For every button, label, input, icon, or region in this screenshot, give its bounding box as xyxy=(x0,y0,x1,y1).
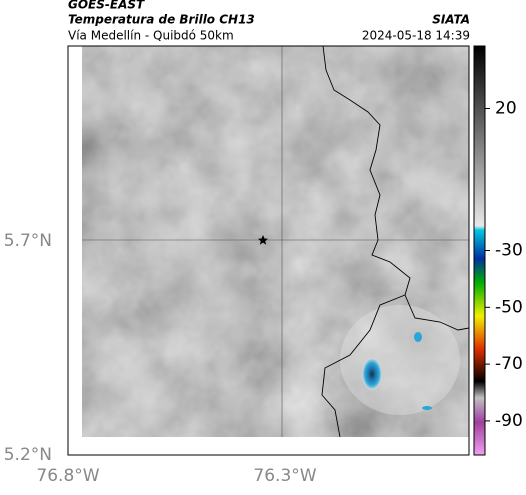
colorbar xyxy=(473,45,486,456)
city-marker xyxy=(258,235,268,245)
datetime: 2024-05-18 14:39 xyxy=(362,29,470,43)
region: Vía Medellín - Quibdó 50km xyxy=(68,29,234,43)
colorbar-tick-label: -50 xyxy=(495,297,523,317)
lat-label: 5.7°N xyxy=(4,231,52,251)
lat-label: 5.2°N xyxy=(4,445,52,465)
lon-label: 76.3°W xyxy=(253,466,316,486)
colorbar-tick-label: -30 xyxy=(495,241,523,261)
colorbar-ticks: 20 -30 -50 -70 -90 xyxy=(485,98,523,431)
source: SIATA xyxy=(432,13,470,27)
satellite: GOES-EAST xyxy=(68,0,145,12)
border xyxy=(322,46,469,331)
colorbar-tick-label: -70 xyxy=(495,354,523,374)
product: Temperatura de Brillo CH13 xyxy=(68,13,255,27)
border xyxy=(321,294,406,437)
colorbar-tick-label: -90 xyxy=(495,411,523,431)
lon-label: 76.8°W xyxy=(36,466,99,486)
map-frame xyxy=(67,45,470,456)
satellite-image xyxy=(82,46,469,437)
colorbar-tick-label: 20 xyxy=(495,98,517,118)
